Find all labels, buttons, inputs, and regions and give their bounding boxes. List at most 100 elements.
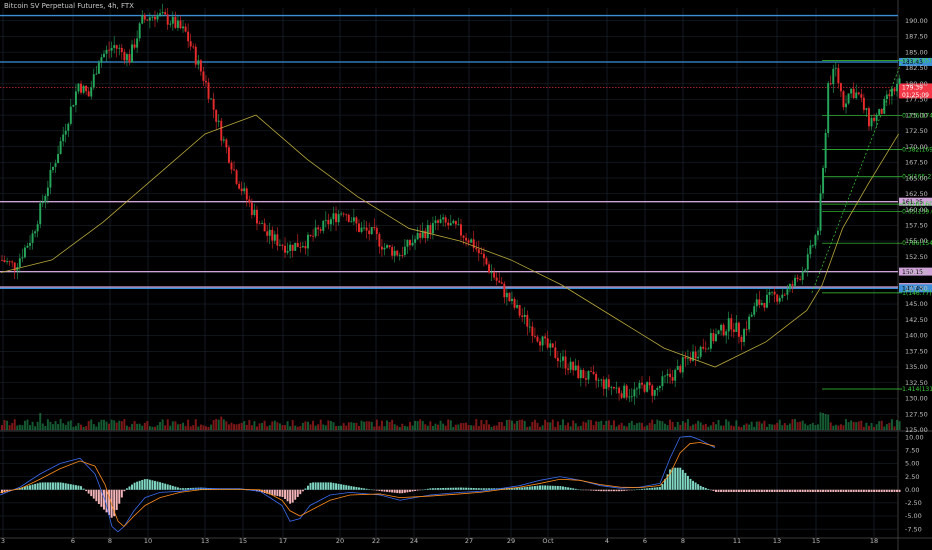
- candle-body: [778, 297, 781, 302]
- macd-histogram-bar: [720, 489, 723, 492]
- candle-body: [564, 356, 567, 369]
- candle-body: [855, 92, 858, 99]
- volume-bar: [615, 426, 618, 430]
- volume-bar: [694, 423, 697, 430]
- candle-body: [67, 123, 70, 131]
- macd-histogram-bar: [143, 479, 146, 490]
- macd-histogram-bar: [827, 489, 830, 492]
- macd-histogram-bar: [281, 489, 284, 498]
- macd-histogram-bar: [319, 482, 322, 490]
- candle-body: [161, 12, 164, 14]
- volume-bar: [740, 426, 743, 430]
- volume-bar: [676, 421, 679, 430]
- candle-body: [120, 47, 123, 53]
- macd-histogram-bar: [628, 489, 631, 491]
- volume-bar: [541, 425, 544, 430]
- volume-bar: [319, 419, 322, 430]
- volume-bar: [355, 422, 358, 430]
- candle-body: [457, 224, 460, 226]
- candle-body: [748, 316, 751, 330]
- macd-histogram-bar: [309, 482, 312, 490]
- volume-bar: [730, 425, 733, 430]
- macd-histogram-bar: [590, 489, 592, 491]
- candle-body: [633, 389, 636, 397]
- volume-bar: [368, 421, 371, 430]
- volume-bar: [829, 422, 832, 430]
- macd-histogram-bar: [62, 482, 65, 490]
- candle-body: [414, 239, 417, 243]
- volume-bar: [727, 421, 730, 430]
- candle-body: [847, 93, 850, 104]
- macd-histogram-bar: [358, 487, 360, 490]
- candle-body: [421, 230, 424, 238]
- macd-histogram-bar: [156, 481, 159, 490]
- candle-body: [113, 45, 116, 48]
- macd-y-tick-label: 0.00: [905, 486, 919, 494]
- candle-body: [72, 104, 75, 107]
- candle-body: [398, 255, 401, 256]
- volume-bar: [454, 424, 457, 430]
- volume-bar: [776, 422, 779, 430]
- candle-body: [444, 217, 447, 223]
- y-tick-label: 152.50: [905, 253, 928, 261]
- macd-histogram-bar: [623, 489, 626, 491]
- macd-histogram-bar: [44, 482, 47, 490]
- volume-bar: [324, 425, 327, 430]
- candle-body: [656, 387, 659, 390]
- volume-bar: [419, 419, 422, 430]
- candle-body: [715, 334, 717, 342]
- macd-histogram-bar: [676, 467, 679, 490]
- volume-bar: [131, 423, 133, 430]
- volume-bar: [753, 426, 756, 430]
- macd-histogram-bar: [332, 482, 335, 490]
- candle-body: [202, 71, 205, 81]
- volume-bar: [182, 422, 184, 430]
- macd-histogram-bar: [289, 489, 292, 504]
- candle-body: [133, 44, 136, 48]
- volume-bar: [335, 426, 337, 430]
- macd-histogram-bar: [546, 485, 549, 490]
- macd-histogram-bar: [350, 486, 353, 490]
- x-tick-label: 22: [372, 537, 380, 545]
- macd-histogram-bar: [460, 487, 462, 490]
- macd-histogram-bar: [105, 489, 108, 513]
- macd-histogram-bar: [715, 489, 717, 492]
- volume-bar: [67, 421, 70, 430]
- candle-body: [281, 244, 284, 246]
- candle-body: [896, 83, 898, 92]
- candle-body: [171, 16, 174, 24]
- macd-histogram-bar: [610, 489, 613, 492]
- volume-bar: [49, 421, 52, 430]
- volume-bar: [273, 420, 276, 430]
- candle-body: [732, 329, 735, 332]
- macd-histogram-bar: [179, 488, 182, 490]
- volume-bar: [105, 421, 108, 430]
- volume-bar: [256, 426, 258, 430]
- candle-body: [804, 269, 807, 272]
- volume-bar: [737, 426, 740, 430]
- candle-body: [62, 134, 65, 142]
- candle-body: [166, 14, 169, 25]
- candle-body: [154, 16, 156, 20]
- candle-body: [327, 219, 330, 225]
- volume-bar: [80, 424, 82, 430]
- candle-body: [467, 240, 470, 243]
- macd-histogram-bar: [500, 488, 503, 490]
- volume-bar: [205, 426, 207, 430]
- candle-body: [431, 223, 434, 234]
- volume-bar: [625, 426, 628, 430]
- macd-histogram-bar: [862, 489, 865, 492]
- macd-histogram-bar: [207, 488, 210, 490]
- volume-bar: [745, 423, 748, 430]
- volume-bar: [444, 425, 447, 430]
- volume-bar: [141, 425, 144, 430]
- x-tick-label: 4: [605, 537, 609, 545]
- macd-histogram-bar: [855, 489, 858, 492]
- candle-body: [766, 294, 768, 308]
- volume-bar: [411, 425, 414, 430]
- volume-bar: [46, 419, 49, 430]
- macd-histogram-bar: [347, 485, 350, 490]
- volume-bar: [845, 419, 847, 430]
